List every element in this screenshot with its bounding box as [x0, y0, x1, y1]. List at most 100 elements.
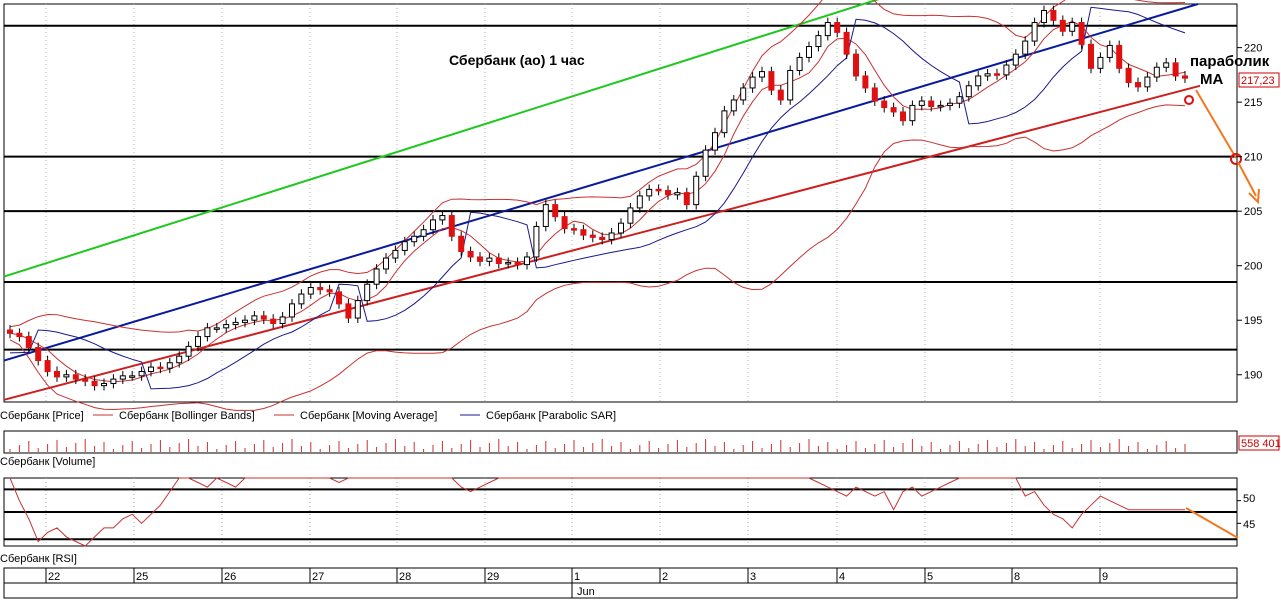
candle: [712, 127, 718, 156]
candle: [1059, 15, 1066, 37]
candle-body-up: [204, 327, 211, 338]
sar-next-marker: [1184, 94, 1194, 105]
candle: [505, 257, 512, 269]
candle: [411, 231, 418, 247]
candle-body-up: [110, 378, 117, 384]
volume-value-box: [1238, 435, 1280, 451]
candle-body-up: [1144, 76, 1151, 88]
candle: [665, 185, 671, 200]
candle-body-down: [7, 329, 13, 334]
candle: [956, 91, 963, 109]
candle-body-down: [467, 251, 474, 258]
last-price-label: 217,23: [1241, 75, 1275, 87]
candle-body-down: [928, 100, 935, 107]
price-axis-label: 200: [1244, 261, 1262, 273]
candle: [1144, 72, 1151, 92]
candle-body-up: [618, 222, 624, 234]
candle-body-down: [1172, 62, 1179, 77]
candle: [185, 341, 192, 362]
time-axis-label: 22: [48, 571, 60, 583]
candle: [129, 370, 136, 381]
candle-body-down: [1059, 19, 1066, 32]
candle-body-down: [834, 22, 841, 33]
candle: [693, 171, 700, 210]
parabolic-sar-line: [9, 6, 1186, 390]
candle: [740, 83, 747, 105]
candle-body-down: [157, 366, 164, 370]
candle-body-down: [25, 336, 32, 348]
candle: [777, 85, 784, 105]
candle: [787, 65, 794, 105]
candle: [298, 289, 305, 309]
candle: [495, 253, 502, 269]
candle-body-up: [627, 207, 634, 224]
candle: [16, 328, 23, 342]
candle: [937, 100, 944, 112]
candle: [1172, 57, 1179, 81]
candle-body-up: [975, 75, 982, 87]
candle-body-up: [195, 336, 201, 347]
candle: [824, 17, 831, 41]
candle: [119, 370, 126, 385]
candle: [148, 362, 154, 377]
candle-body-down: [589, 234, 596, 238]
candle: [749, 72, 756, 93]
candle: [101, 378, 107, 391]
candle: [890, 102, 897, 117]
candle: [862, 71, 869, 93]
candle-body-down: [994, 73, 1000, 76]
candle-body-down: [477, 256, 483, 262]
candle-body-up: [796, 56, 803, 72]
candle: [223, 319, 230, 333]
candle-body-down: [777, 89, 784, 101]
price-axis-label: 205: [1244, 206, 1262, 218]
candle: [91, 376, 98, 391]
candle-body-up: [1097, 56, 1104, 69]
candle-body-up: [674, 192, 681, 196]
candle: [542, 199, 549, 232]
rsi-series: [4, 477, 1241, 547]
candle-body-up: [242, 319, 248, 323]
candle: [251, 310, 258, 326]
candle: [307, 282, 314, 299]
candle-body-up: [1003, 64, 1010, 76]
time-axis-label: 4: [839, 571, 845, 583]
candle: [984, 68, 991, 81]
time-axis-label: 5: [927, 571, 933, 583]
candle: [326, 284, 333, 297]
candle: [721, 105, 728, 138]
time-axis-label: 1: [574, 571, 580, 583]
candle-body-down: [655, 188, 662, 192]
candle-body-up: [166, 362, 173, 369]
candle: [918, 96, 925, 111]
legend-bollinger: Сбербанк [Bollinger Bands]: [119, 410, 255, 422]
candle: [1041, 5, 1047, 28]
legend-price: Сбербанк [Price]: [0, 410, 84, 422]
candle: [420, 224, 427, 242]
price-candles: [7, 5, 1188, 391]
candle: [401, 236, 408, 256]
month-label: Jun: [577, 586, 595, 598]
candle-body-down: [270, 318, 277, 324]
candle-body-down: [448, 215, 455, 237]
legend-sar: Сбербанк [Parabolic SAR]: [486, 410, 616, 422]
candle-body-up: [787, 70, 794, 101]
candle-body-down: [900, 111, 906, 122]
last-price-box: [1238, 72, 1280, 88]
candle: [1097, 52, 1104, 74]
candle-body-up: [1153, 66, 1160, 78]
candle-body-up: [298, 293, 305, 305]
candle: [683, 187, 690, 210]
candle: [270, 314, 277, 329]
candle: [1135, 77, 1141, 92]
candle: [195, 331, 201, 352]
candle: [7, 325, 13, 339]
moving-average-line: [9, 20, 1186, 383]
candle-body-down: [345, 303, 352, 319]
time-axis-label: 29: [487, 571, 499, 583]
candle: [448, 210, 455, 242]
candle-body-up: [1163, 62, 1170, 68]
time-axis-label: 8: [1014, 571, 1020, 583]
candle-body-up: [984, 73, 991, 77]
candle-body-down: [862, 75, 869, 89]
